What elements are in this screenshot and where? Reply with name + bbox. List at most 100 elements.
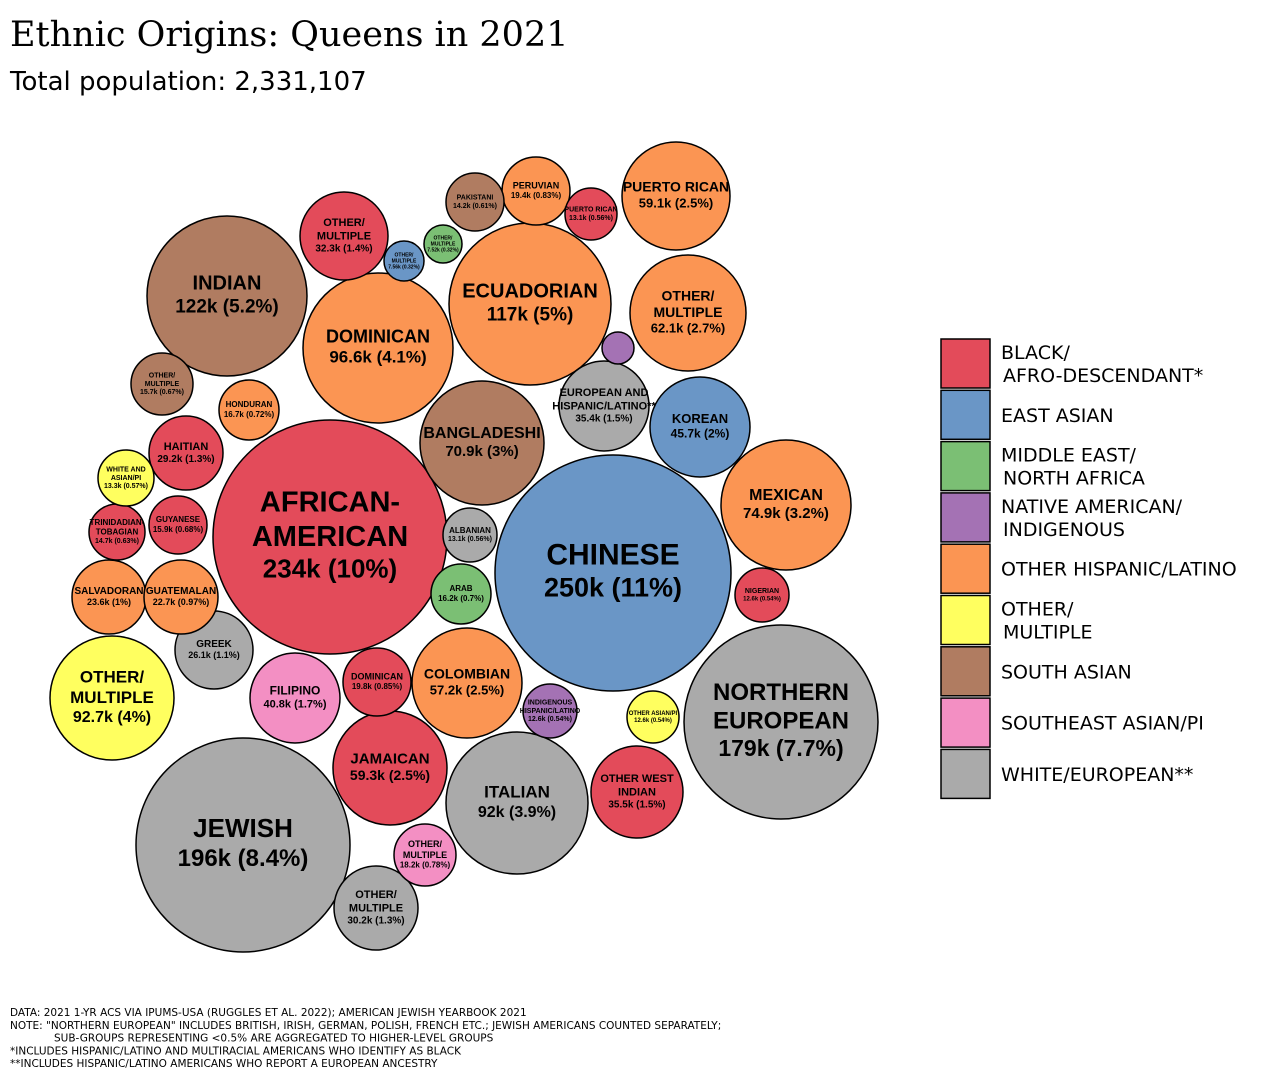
legend-label: NATIVE AMERICAN/ [1001,496,1183,518]
bubble-value: 35.4k (1.5%) [575,413,632,424]
bubble-value: 13.3k (0.57%) [104,483,148,490]
bubble-value: 19.8k (0.85%) [352,682,403,691]
footnote: SUB-GROUPS REPRESENTING <0.5% ARE AGGREG… [54,1033,494,1045]
bubble-circle [626,690,680,744]
legend-item: MIDDLE EAST/NORTH AFRICA [940,440,1145,492]
bubble-value: 19.4k (0.83%) [511,191,562,200]
bubble-circle [383,240,425,282]
bubble-value: 22.7k (0.97%) [153,597,210,607]
bubble-circle [442,507,498,563]
bubble-circle [411,627,523,739]
bubble-circle [393,823,457,887]
bubble-value: 40.8k (1.7%) [264,699,327,711]
bubble-label: MULTIPLE [431,241,456,247]
bubble-label: AMERICAN [252,521,408,553]
bubble-value: 32.3k (1.4%) [315,243,372,254]
legend-label: NORTH AFRICA [1003,468,1145,490]
legend-label: INDIGENOUS [1003,519,1125,541]
bubble-value: 15.7k (0.67%) [140,389,184,396]
bubble-value: 62.1k (2.7%) [651,321,725,336]
legend-label: MIDDLE EAST/ [1001,445,1137,467]
bubble: OTHER/MULTIPLE 92.7k (4%) [49,635,175,761]
bubble-circle [218,379,280,441]
bubble-circle [629,254,747,372]
bubble-circle [445,731,589,875]
legend: BLACK/AFRO-DESCENDANT* EAST ASIAN MIDDLE E… [940,338,1237,800]
legend-swatch [940,492,991,543]
bubble-label: GUATEMALAN [146,586,216,597]
bubble-label: OTHER/ [80,667,145,686]
bubble-circle [49,635,175,761]
bubble-value: 59.1k (2.5%) [639,195,713,210]
bubble-label: NIGERIAN [745,588,779,595]
bubble-label: MULTIPLE [403,850,447,860]
bubble-circle [148,495,208,555]
bubble-label: AFRICAN- [260,486,400,518]
bubble-circle [720,439,852,571]
bubble-value: 13.1k (0.56%) [569,215,613,222]
legend-swatch [940,440,991,492]
bubble-circle [342,647,412,717]
bubble-value: 14.7k (0.63%) [95,538,139,545]
bubble-circle [564,187,618,241]
bubble-label: MULTIPLE [392,258,417,264]
legend-item: OTHER HISPANIC/LATINO [940,543,1237,594]
legend-item: OTHER/MULTIPLE [940,594,1093,646]
bubble-label: ARAB [449,584,472,593]
bubble-value: 14.2k (0.61%) [453,203,497,210]
bubble-value: 57.2k (2.5%) [430,682,504,697]
footnote: *INCLUDES HISPANIC/LATINO AND MULTIRACIA… [10,1045,462,1057]
bubble-label: OTHER/ [323,217,365,229]
bubble-label: OTHER/ [355,889,397,901]
bubble-circle [299,191,389,281]
bubble-value: 29.2k (1.3%) [157,454,214,465]
bubble-label: MEXICAN [749,487,823,504]
bubble-label: JAMAICAN [350,750,429,767]
bubble-value: 35.5k (1.5%) [608,799,665,810]
bubble-circle [601,331,635,365]
bubble-circle [423,224,463,264]
bubble-label: ECUADORIAN [462,281,598,303]
bubble-value: 179k (7.7%) [718,735,843,761]
legend-swatch [940,338,991,389]
bubble-circle [143,559,219,635]
bubble-label: GUYANESE [156,515,201,524]
bubble-label: EUROPEAN AND [560,387,649,399]
bubble-value: 16.2k (0.7%) [438,594,484,603]
bubble-label: HAITIAN [164,441,209,453]
bubble-label: FILIPINO [270,683,321,697]
bubble-label: PUERTO RICAN [564,207,617,214]
bubble-value: 18.2k (0.78%) [400,860,451,869]
bubble-circle [522,683,578,739]
bubble-value: 13.1k (0.56%) [448,536,492,543]
bubble-label: OTHER/ [434,235,454,241]
bubble-value: 59.3k (2.5%) [350,767,430,783]
legend-swatch [940,543,991,594]
bubble-value: 117k (5%) [487,304,574,325]
bubble-label: HISPANIC/LATINO** [552,400,656,412]
bubble-label: ITALIAN [484,783,550,802]
bubble-circle [130,352,194,416]
bubble-circle [558,360,650,452]
legend-label: EAST ASIAN [1001,405,1114,427]
legend-label: SOUTH ASIAN [1001,661,1132,683]
bubble-label: MULTIPLE [70,688,154,707]
bubble-label: CHINESE [546,538,679,571]
legend-swatch [940,594,991,646]
